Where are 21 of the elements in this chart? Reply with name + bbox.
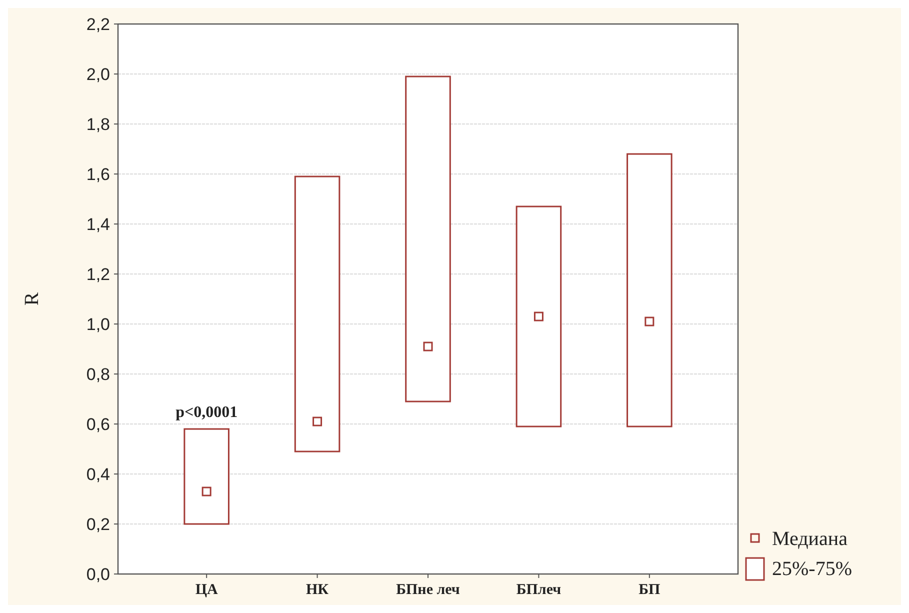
x-tick-label: БПлеч (516, 582, 562, 598)
y-tick-label: 0,0 (86, 564, 110, 584)
y-tick-label: 0,2 (86, 514, 110, 534)
y-tick-label: 1,2 (86, 264, 110, 284)
y-tick-label: 2,0 (86, 64, 110, 84)
y-tick-label: 2,2 (86, 14, 110, 34)
y-tick-label: 0,8 (86, 364, 110, 384)
x-tick-label: БП (638, 582, 661, 598)
x-tick-label: НК (306, 582, 329, 598)
legend-label: 25%-75% (772, 558, 852, 580)
y-tick-label: 0,6 (86, 414, 110, 434)
y-tick-label: 1,0 (86, 314, 110, 334)
y-axis-title: R (21, 292, 43, 306)
y-tick-label: 1,4 (86, 214, 110, 234)
x-tick-label: ЦА (195, 582, 218, 598)
text: Медиана (772, 528, 848, 550)
y-tick-label: 1,8 (86, 114, 110, 134)
y-tick-label: 0,4 (86, 464, 110, 484)
annotation: p<0,0001 (176, 404, 238, 421)
x-tick-label: БПне леч (396, 582, 460, 598)
y-tick-label: 1,6 (86, 164, 110, 184)
